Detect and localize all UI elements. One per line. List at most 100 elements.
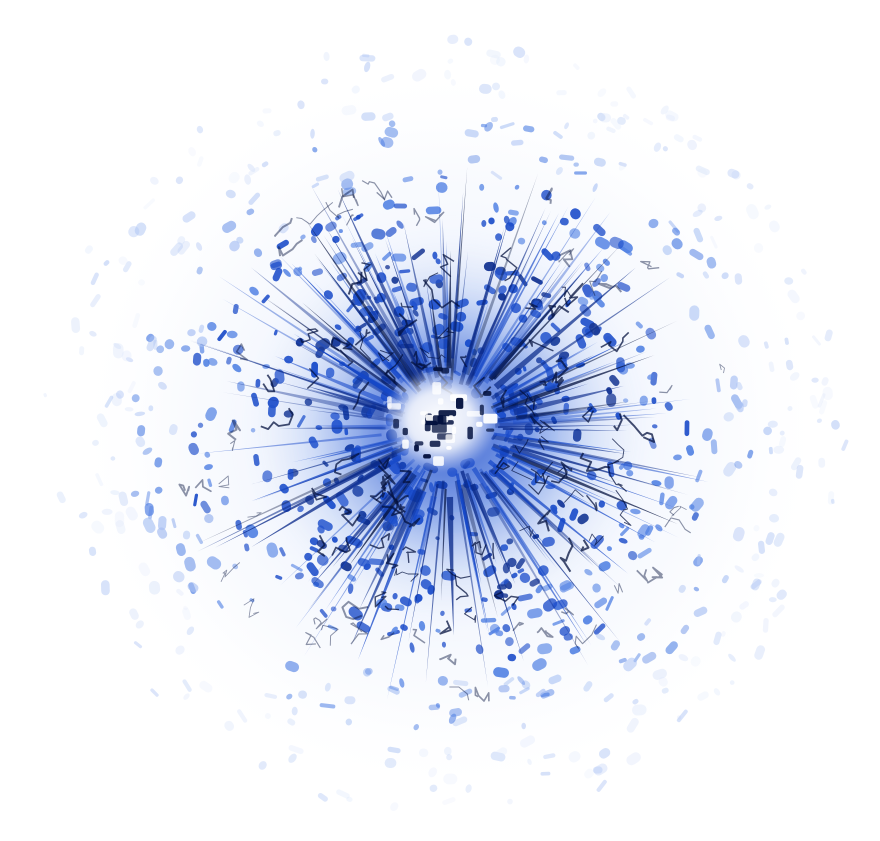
texture-blob	[519, 735, 536, 748]
ray-streak	[251, 441, 398, 485]
contour-line	[400, 302, 414, 308]
contour-line	[354, 329, 371, 346]
contour-line	[588, 533, 604, 546]
contour-line	[437, 326, 455, 339]
texture-blob	[738, 335, 750, 348]
ray-streak	[501, 383, 589, 413]
ray-streak	[303, 477, 418, 658]
texture-blob	[570, 208, 581, 220]
texture-blob	[754, 645, 766, 660]
texture-blob	[541, 220, 547, 226]
texture-blob	[128, 226, 140, 238]
core-fragment	[429, 440, 441, 447]
texture-blob	[264, 713, 271, 719]
texture-blob	[342, 187, 357, 196]
ray-streak	[507, 459, 595, 507]
texture-blob	[750, 579, 762, 590]
contour-line	[598, 282, 623, 293]
texture-blob	[84, 245, 93, 254]
texture-blob	[157, 527, 168, 539]
contour-line	[339, 349, 354, 367]
ray-streak	[482, 260, 583, 384]
texture-blob	[769, 513, 780, 523]
texture-blob	[692, 134, 703, 142]
texture-blob	[134, 411, 146, 417]
texture-blob	[776, 589, 787, 600]
texture-blob	[146, 333, 155, 343]
texture-blob	[706, 256, 717, 269]
texture-blob	[723, 412, 734, 422]
texture-blob	[146, 335, 157, 352]
texture-blob	[693, 586, 700, 592]
ray-streak	[214, 456, 390, 548]
texture-blob	[597, 112, 606, 122]
texture-blob	[175, 645, 185, 655]
texture-blob	[450, 79, 456, 86]
texture-blob	[784, 337, 789, 345]
texture-blob	[593, 223, 606, 237]
core-fragment	[437, 398, 444, 405]
texture-blob	[610, 101, 619, 107]
texture-blob	[602, 258, 610, 266]
ray-streak	[303, 387, 404, 418]
texture-blob	[148, 580, 161, 595]
contour-line	[307, 367, 320, 389]
ray-streak	[488, 270, 585, 381]
texture-blob	[196, 336, 208, 347]
core-fragment	[420, 411, 428, 416]
texture-blob	[441, 641, 447, 648]
texture-blob	[697, 168, 707, 178]
ray-streak	[323, 235, 421, 384]
ray-streak	[512, 408, 657, 425]
texture-blob	[768, 488, 778, 497]
ray-streak	[492, 361, 616, 413]
texture-blob	[603, 693, 614, 703]
texture-blob	[435, 182, 448, 193]
ray-streak	[492, 443, 621, 495]
texture-blob	[312, 146, 318, 153]
texture-blob	[217, 329, 227, 342]
texture-blob	[351, 85, 360, 94]
ray-streak	[491, 277, 671, 400]
texture-blob	[659, 492, 665, 506]
texture-blob	[56, 491, 66, 504]
texture-blob	[443, 773, 458, 785]
ray-streak	[492, 434, 700, 478]
ray-layer	[187, 167, 709, 700]
contour-line	[340, 188, 359, 207]
texture-blob	[767, 420, 778, 428]
texture-blob	[235, 519, 242, 530]
ray-streak	[476, 261, 569, 389]
core-fragment	[466, 411, 483, 417]
contour-line	[439, 653, 457, 666]
texture-blob	[690, 497, 704, 512]
ray-streak	[326, 227, 423, 384]
texture-blob	[449, 708, 462, 717]
texture-blob	[673, 454, 682, 461]
ray-streak	[280, 458, 416, 586]
contour-line	[564, 282, 584, 307]
ray-streak	[253, 443, 405, 502]
ray-streak	[488, 261, 585, 378]
texture-blob	[606, 126, 616, 134]
contour-line	[341, 600, 369, 621]
texture-blob	[182, 607, 192, 620]
texture-blob	[511, 139, 524, 146]
texture-blob	[785, 359, 794, 371]
texture-blob	[507, 798, 513, 805]
texture-blob	[817, 393, 826, 408]
texture-blob	[262, 108, 272, 114]
ray-streak	[511, 452, 679, 525]
texture-blob	[298, 690, 307, 699]
texture-blob	[205, 407, 217, 421]
ray-streak	[196, 452, 395, 552]
texture-blob	[568, 751, 581, 763]
ray-streak	[493, 244, 622, 380]
texture-blob	[658, 676, 668, 687]
ray-streak	[337, 189, 425, 373]
texture-blob	[729, 680, 735, 685]
texture-blob	[122, 261, 132, 273]
contour-line	[511, 461, 532, 481]
texture-blob	[344, 696, 356, 705]
contour-line	[464, 606, 477, 623]
